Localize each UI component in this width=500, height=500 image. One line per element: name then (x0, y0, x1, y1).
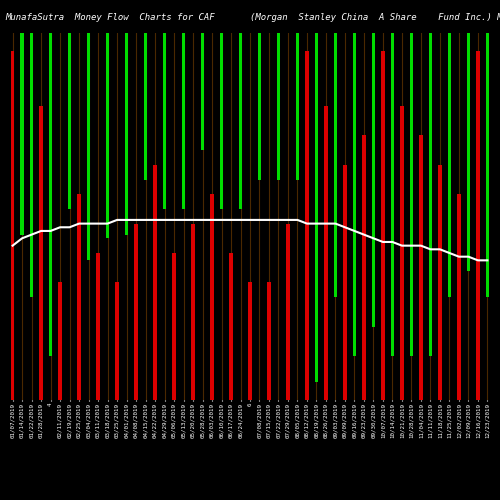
Bar (390, 32, 394, 356)
Bar (372, 32, 376, 327)
Bar (276, 32, 280, 180)
Bar (182, 32, 186, 209)
Bar (11, 51, 15, 400)
Bar (438, 165, 442, 400)
Bar (258, 32, 262, 180)
Text: MunafaSutra  Money Flow  Charts for CAF: MunafaSutra Money Flow Charts for CAF (5, 12, 214, 22)
Bar (58, 282, 62, 400)
Bar (428, 32, 432, 356)
Bar (124, 32, 128, 234)
Bar (343, 165, 347, 400)
Bar (419, 136, 422, 400)
Bar (40, 106, 43, 400)
Bar (96, 253, 100, 400)
Bar (87, 32, 90, 260)
Bar (172, 253, 176, 400)
Bar (305, 51, 309, 400)
Bar (334, 32, 338, 297)
Bar (286, 224, 290, 400)
Bar (314, 32, 318, 382)
Bar (144, 32, 148, 180)
Text: (Morgan  Stanley China  A Share    Fund Inc.) MunafaSutra.com: (Morgan Stanley China A Share Fund Inc.)… (250, 12, 500, 22)
Bar (200, 32, 204, 150)
Bar (381, 51, 385, 400)
Bar (324, 106, 328, 400)
Bar (68, 32, 71, 209)
Bar (153, 165, 157, 400)
Bar (400, 106, 404, 400)
Bar (352, 32, 356, 356)
Bar (220, 32, 224, 209)
Bar (115, 282, 119, 400)
Bar (457, 194, 460, 400)
Bar (238, 32, 242, 209)
Bar (296, 32, 300, 180)
Bar (30, 32, 34, 297)
Bar (229, 253, 233, 400)
Bar (476, 51, 480, 400)
Bar (20, 32, 24, 234)
Bar (134, 224, 138, 400)
Bar (362, 136, 366, 400)
Bar (466, 32, 470, 272)
Bar (78, 194, 81, 400)
Bar (448, 32, 451, 297)
Bar (106, 32, 110, 238)
Bar (49, 32, 52, 356)
Bar (162, 32, 166, 209)
Bar (267, 282, 271, 400)
Bar (248, 282, 252, 400)
Bar (191, 224, 195, 400)
Bar (486, 32, 489, 297)
Bar (210, 194, 214, 400)
Bar (410, 32, 413, 356)
